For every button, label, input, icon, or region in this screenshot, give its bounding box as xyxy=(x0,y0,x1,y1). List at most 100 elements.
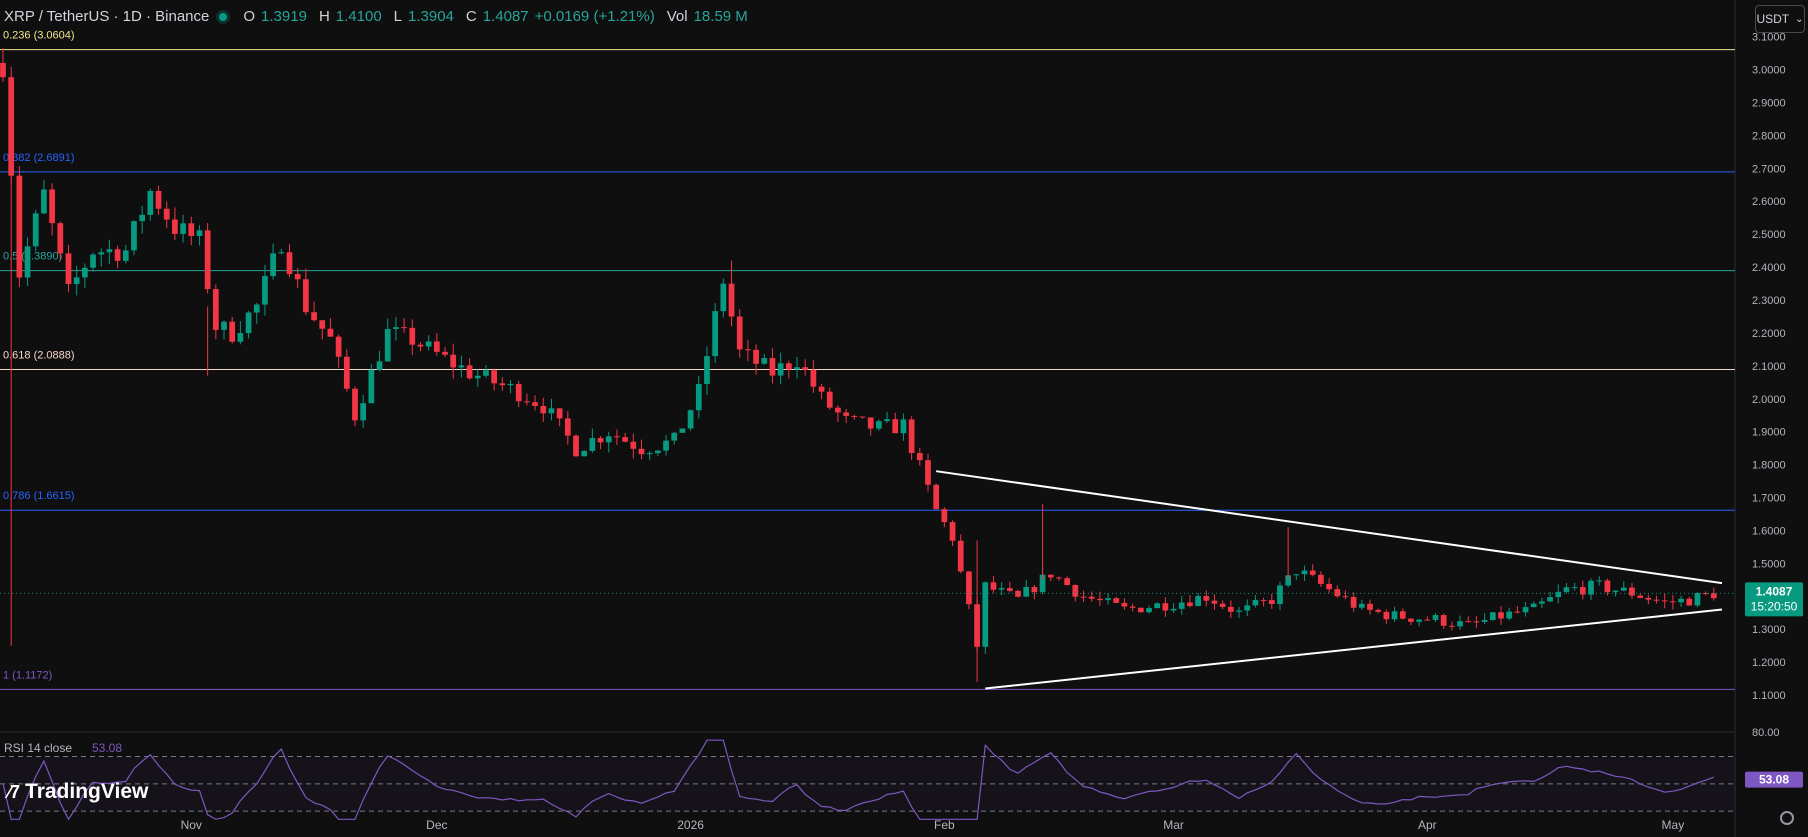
candle-down xyxy=(769,358,776,376)
candle-up xyxy=(998,588,1005,590)
candle-down xyxy=(442,351,448,355)
rsi-tick-label: 80.00 xyxy=(1752,727,1780,739)
candle-up xyxy=(646,453,653,455)
candle-up xyxy=(982,582,989,647)
currency-selector[interactable]: USDT ⌄ xyxy=(1755,5,1805,33)
candle-up xyxy=(1522,607,1529,613)
candle-down xyxy=(212,289,219,330)
candle-down xyxy=(1645,597,1652,600)
candle-down xyxy=(614,436,620,438)
last-price-badge xyxy=(1745,582,1803,617)
candle-up xyxy=(1555,591,1562,598)
gear-icon[interactable] xyxy=(1780,811,1794,825)
candle-down xyxy=(1465,621,1472,623)
candle-up xyxy=(1457,621,1463,627)
candle-down xyxy=(1072,585,1079,597)
candle-up xyxy=(1285,575,1292,586)
tradingview-logo-icon: ⁄7 xyxy=(8,781,20,802)
candle-down xyxy=(1326,583,1332,590)
candle-up xyxy=(1571,587,1578,589)
candle-up xyxy=(1154,603,1161,609)
candle-down xyxy=(1449,625,1455,627)
candle-up xyxy=(1547,597,1553,602)
candle-down xyxy=(1056,577,1062,579)
change-value: +0.0169 (+1.21%) xyxy=(534,8,655,25)
fib-level-label: 0.618 (2.0888) xyxy=(3,350,75,362)
candle-down xyxy=(229,321,236,342)
candle-up xyxy=(589,438,596,451)
candle-up xyxy=(1195,596,1201,607)
candle-up xyxy=(1146,608,1152,613)
symbol-title[interactable]: XRP / TetherUS · 1D · Binance xyxy=(4,8,210,25)
candle-up xyxy=(1039,574,1046,593)
tradingview-logo[interactable]: ⁄7 TradingView xyxy=(8,780,148,804)
candle-down xyxy=(294,274,301,280)
candle-up xyxy=(1506,611,1513,619)
candle-up xyxy=(106,249,113,253)
candle-up xyxy=(1596,580,1603,582)
candle-down xyxy=(835,407,841,413)
candle-up xyxy=(270,253,276,277)
candle-down xyxy=(1088,596,1095,599)
low-value: 1.3904 xyxy=(408,8,454,25)
candle-down xyxy=(949,522,956,541)
fib-level-label: 0.5 (2.3890) xyxy=(3,251,62,263)
volume-value: 18.59 M xyxy=(693,8,748,25)
candle-down xyxy=(1686,598,1693,606)
candle-up xyxy=(368,369,375,404)
candle-up xyxy=(483,370,489,376)
candle-up xyxy=(1432,615,1439,620)
candle-down xyxy=(564,418,571,436)
candle-down xyxy=(1162,603,1169,611)
candle-up xyxy=(1244,605,1251,611)
fib-level-label: 0.786 (1.6615) xyxy=(3,490,75,502)
candle-up xyxy=(1391,611,1398,620)
y-tick-label: 2.3000 xyxy=(1752,295,1786,307)
candle-up xyxy=(581,450,588,457)
y-tick-label: 2.6000 xyxy=(1752,196,1786,208)
candle-up xyxy=(548,408,555,414)
candle-down xyxy=(303,279,309,313)
candle-down xyxy=(1661,600,1668,602)
candle-up xyxy=(671,432,678,441)
candle-up xyxy=(1358,603,1365,608)
x-tick-label: Apr xyxy=(1418,818,1437,832)
candle-up xyxy=(425,341,432,347)
y-tick-label: 3.1000 xyxy=(1752,32,1786,44)
candle-down xyxy=(335,336,342,357)
candle-down xyxy=(1702,593,1709,595)
candle-down xyxy=(859,416,866,418)
candle-down xyxy=(1137,607,1144,613)
y-tick-label: 3.0000 xyxy=(1752,65,1786,77)
candle-down xyxy=(1514,611,1521,613)
candle-up xyxy=(221,321,227,330)
candle-down xyxy=(818,386,825,392)
close-label: C xyxy=(465,8,477,25)
candle-down xyxy=(941,509,948,523)
candle-up xyxy=(712,311,719,357)
rsi-value-badge-label: 53.08 xyxy=(1759,773,1789,787)
y-tick-label: 1.3000 xyxy=(1752,624,1786,636)
candle-up xyxy=(360,403,367,421)
candle-down xyxy=(540,405,547,414)
low-label: L xyxy=(393,8,403,25)
y-tick-label: 2.0000 xyxy=(1752,394,1786,406)
candle-down xyxy=(65,253,72,285)
candle-up xyxy=(1620,587,1627,591)
candle-down xyxy=(753,349,759,364)
candle-up xyxy=(384,328,391,362)
candle-down xyxy=(352,388,358,421)
market-status-icon xyxy=(219,12,228,21)
candle-up xyxy=(900,419,907,434)
y-tick-label: 2.7000 xyxy=(1752,163,1786,175)
candle-down xyxy=(1211,600,1218,604)
candle-up xyxy=(1416,619,1422,622)
candle-up xyxy=(1481,619,1488,622)
candle-down xyxy=(1097,598,1103,601)
y-tick-label: 2.9000 xyxy=(1752,97,1786,109)
candle-down xyxy=(925,460,931,485)
volume-label: Vol xyxy=(666,8,688,25)
candle-down xyxy=(1031,587,1038,593)
candle-up xyxy=(507,383,514,386)
